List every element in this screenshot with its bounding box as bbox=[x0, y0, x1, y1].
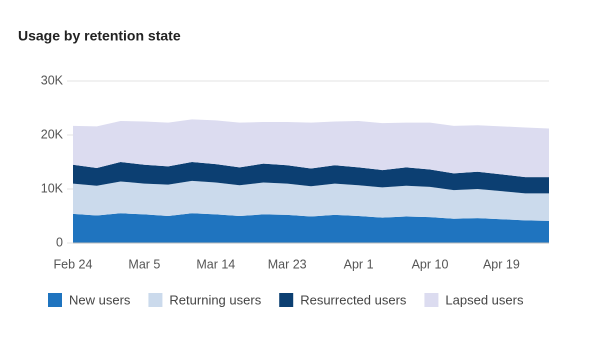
legend-label: Resurrected users bbox=[300, 292, 407, 307]
x-tick-label: Mar 23 bbox=[268, 257, 307, 271]
y-tick-label: 0 bbox=[56, 235, 63, 249]
x-tick-label: Apr 10 bbox=[412, 257, 449, 271]
y-tick-label: 20K bbox=[41, 127, 64, 141]
x-tick-label: Apr 19 bbox=[483, 257, 520, 271]
legend-swatch bbox=[148, 293, 163, 307]
y-tick-label: 30K bbox=[41, 73, 64, 87]
area bbox=[73, 213, 549, 243]
legend-swatch bbox=[279, 293, 294, 307]
x-tick-label: Feb 24 bbox=[54, 257, 93, 271]
area bbox=[73, 119, 549, 178]
chart-title: Usage by retention state bbox=[18, 28, 181, 44]
legend-label: Lapsed users bbox=[445, 292, 524, 307]
legend-label: Returning users bbox=[169, 292, 261, 307]
area bbox=[73, 180, 549, 221]
legend-label: New users bbox=[69, 292, 131, 307]
legend-swatch bbox=[48, 293, 62, 307]
y-tick-label: 10K bbox=[41, 181, 64, 195]
x-tick-label: Apr 1 bbox=[344, 257, 374, 271]
area bbox=[73, 162, 549, 194]
x-tick-label: Mar 14 bbox=[196, 257, 235, 271]
legend-swatch bbox=[424, 293, 439, 307]
x-tick-label: Mar 5 bbox=[128, 257, 160, 271]
